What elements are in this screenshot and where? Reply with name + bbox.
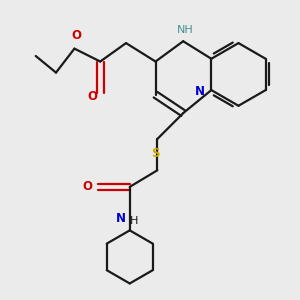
Text: O: O: [82, 180, 92, 193]
Text: O: O: [71, 29, 81, 42]
Text: H: H: [130, 216, 138, 226]
Text: N: N: [194, 85, 205, 98]
Text: O: O: [87, 90, 97, 103]
Text: S: S: [151, 147, 160, 160]
Text: NH: NH: [177, 25, 194, 34]
Text: N: N: [116, 212, 125, 225]
